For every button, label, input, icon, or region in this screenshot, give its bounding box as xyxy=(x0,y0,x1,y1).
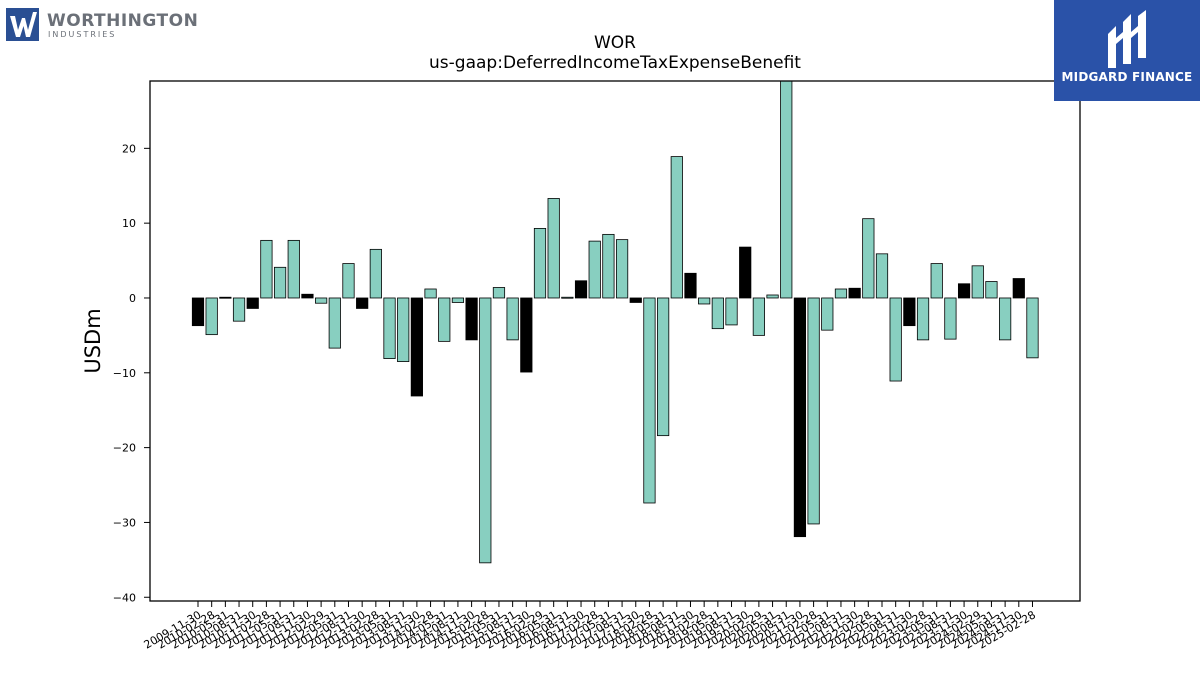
bar-2013-11-30 xyxy=(410,297,423,397)
bar-2014-08-31 xyxy=(451,297,465,303)
chart-subtitle: us-gaap:DeferredIncomeTaxExpenseBenefit xyxy=(429,53,801,73)
y-tick-label: −30 xyxy=(113,516,136,529)
bar-2011-05-31 xyxy=(273,266,287,299)
worthington-logo-name: WORTHINGTON xyxy=(47,11,199,31)
y-axis: −40 −30 −20 −10 0 10 20 xyxy=(113,142,150,604)
bar-2016-02-29 xyxy=(533,227,547,299)
bar-2014-05-31 xyxy=(438,297,451,342)
bar-2012-05-31 xyxy=(328,297,341,349)
bar-2013-05-31 xyxy=(383,297,396,359)
bar-2014-02-28 xyxy=(424,288,437,299)
bar-2022-02-28 xyxy=(862,218,875,299)
bar-2017-02-28 xyxy=(588,240,601,299)
bar-2011-08-31 xyxy=(287,239,300,299)
bar-2020-11-30 xyxy=(793,297,807,538)
bar-2024-02-29 xyxy=(971,265,984,299)
bar-2023-11-30 xyxy=(957,283,971,299)
bar-2019-02-28 xyxy=(698,297,711,305)
bar-2021-11-30 xyxy=(848,287,861,299)
bar-2017-11-30 xyxy=(629,297,642,303)
bar-2019-11-30 xyxy=(739,246,752,299)
bar-2023-02-28 xyxy=(916,297,930,341)
bar-2010-08-31 xyxy=(232,297,246,322)
bar-2023-08-31 xyxy=(944,297,957,340)
bar-2012-11-30 xyxy=(356,297,369,309)
bar-2010-11-30 xyxy=(246,297,259,309)
bar-2022-11-30 xyxy=(903,297,916,327)
bar-2018-02-28 xyxy=(643,297,656,504)
chart-title: WOR xyxy=(594,33,636,53)
worthington-logo: WORTHINGTON INDUSTRIES xyxy=(6,8,198,42)
y-tick-label: 0 xyxy=(129,292,136,305)
bar-2022-05-31 xyxy=(875,253,889,299)
bar-2016-08-31 xyxy=(561,296,574,299)
bar-2009-11-30 xyxy=(191,297,205,327)
bar-2018-11-30 xyxy=(684,272,697,299)
plot-frame xyxy=(149,80,1081,602)
bar-2010-05-31 xyxy=(219,296,232,299)
bar-2014-11-30 xyxy=(465,297,478,341)
x-axis: 2009-11-302010-02-282010-05-312010-08-31… xyxy=(142,601,1038,652)
midgard-logo-name: MIDGARD FINANCE xyxy=(1061,70,1193,84)
bar-2019-08-31 xyxy=(725,297,738,326)
bar-2012-02-29 xyxy=(315,297,328,304)
worthington-logo-subtitle: INDUSTRIES xyxy=(48,30,117,39)
bar-2017-08-31 xyxy=(615,239,629,299)
bar-2013-08-31 xyxy=(397,297,410,362)
y-tick-label: −40 xyxy=(113,591,136,604)
bar-2013-02-28 xyxy=(369,248,382,299)
y-tick-label: −10 xyxy=(113,367,136,380)
bar-2011-02-28 xyxy=(260,239,273,299)
bar-2019-05-31 xyxy=(711,297,724,330)
bar-2015-05-31 xyxy=(492,287,506,299)
bar-2020-08-31 xyxy=(780,80,793,299)
midgard-finance-logo: MIDGARD FINANCE xyxy=(1054,0,1200,101)
bars-layer xyxy=(191,80,1039,564)
bar-2020-02-29 xyxy=(752,297,765,336)
bar-2018-08-31 xyxy=(670,156,683,299)
bar-2024-08-31 xyxy=(999,297,1012,341)
bar-2023-05-31 xyxy=(930,263,943,299)
worthington-logo-mark-icon xyxy=(6,8,39,41)
bar-2011-11-30 xyxy=(301,293,314,299)
bar-2021-08-31 xyxy=(834,288,848,299)
bar-2016-11-30 xyxy=(574,280,588,299)
midgard-logo-mark-icon xyxy=(1108,10,1146,68)
bar-2024-11-30 xyxy=(1012,278,1025,299)
bar-2018-05-31 xyxy=(657,297,670,437)
bar-2025-02-28 xyxy=(1026,297,1039,359)
bar-2017-05-31 xyxy=(602,233,615,299)
bar-2015-08-31 xyxy=(506,297,519,341)
y-tick-label: 20 xyxy=(122,142,136,155)
bar-2022-08-31 xyxy=(889,297,902,382)
y-tick-label: −20 xyxy=(113,442,136,455)
bar-2021-05-31 xyxy=(821,297,834,331)
bar-2015-02-28 xyxy=(479,297,492,564)
bar-2010-02-28 xyxy=(205,297,218,336)
bar-2021-02-28 xyxy=(807,297,820,525)
y-tick-label: 10 xyxy=(122,217,136,230)
bar-2016-05-31 xyxy=(547,198,560,299)
bar-2024-05-31 xyxy=(985,281,998,299)
bar-2015-11-30 xyxy=(520,297,533,373)
bar-2020-05-31 xyxy=(766,294,779,299)
y-axis-label: USDm xyxy=(81,308,105,373)
bar-2012-08-31 xyxy=(342,263,355,299)
